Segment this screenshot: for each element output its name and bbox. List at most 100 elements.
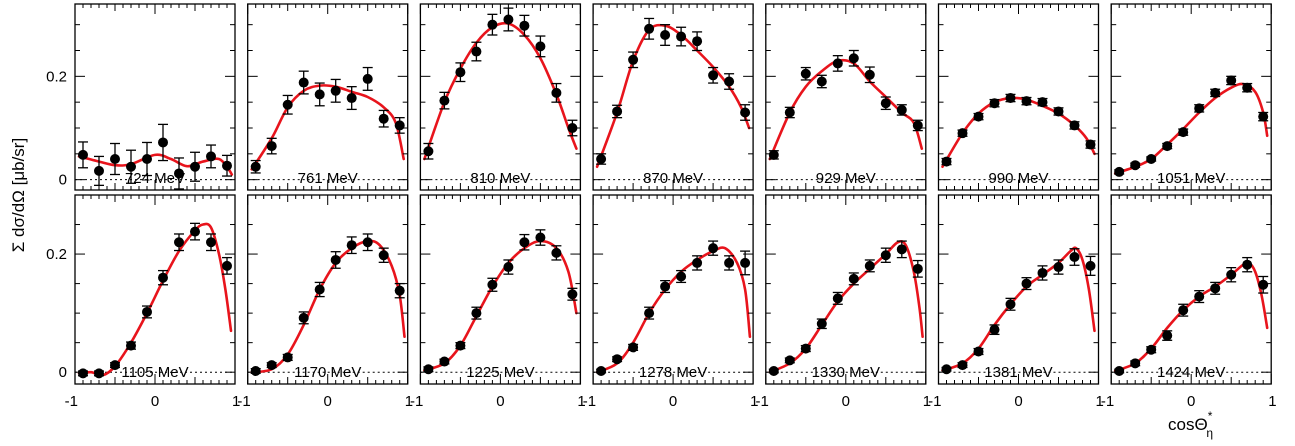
data-point bbox=[222, 160, 232, 171]
panel-energy-label: 1278 MeV bbox=[639, 364, 707, 381]
y-tick-label: 0.2 bbox=[46, 246, 67, 263]
data-point bbox=[1258, 279, 1269, 290]
data-point bbox=[190, 161, 200, 172]
data-point bbox=[1162, 330, 1173, 341]
panel-grid: 0 0.2 724 MeV 761 MeV 810 MeV 870 MeV 929 MeV 9… bbox=[46, 3, 1277, 410]
data-point bbox=[206, 151, 216, 162]
data-point bbox=[708, 70, 719, 81]
panel-761-mev: 761 MeV bbox=[247, 3, 409, 191]
data-point bbox=[551, 87, 562, 98]
x-tick-label: 0 bbox=[151, 393, 159, 410]
fit-curve bbox=[77, 222, 233, 377]
data-point bbox=[423, 146, 434, 157]
panel-energy-label: 929 MeV bbox=[816, 170, 876, 187]
data-point bbox=[1037, 97, 1048, 108]
x-tick-label: -1 bbox=[583, 393, 596, 410]
data-point bbox=[832, 293, 843, 304]
data-point bbox=[330, 254, 341, 265]
data-point bbox=[692, 36, 703, 47]
data-point bbox=[1210, 283, 1221, 294]
panel-frame bbox=[74, 194, 236, 385]
data-point bbox=[1210, 87, 1221, 98]
panel-energy-label: 1381 MeV bbox=[984, 364, 1052, 381]
data-point bbox=[1242, 259, 1253, 270]
data-point bbox=[660, 30, 671, 40]
data-point bbox=[973, 346, 984, 357]
x-tick-label: 1 bbox=[1096, 393, 1104, 410]
data-point bbox=[535, 41, 546, 52]
data-point bbox=[567, 289, 578, 300]
data-point bbox=[768, 149, 779, 160]
panel-810-mev: 810 MeV bbox=[419, 3, 582, 191]
data-point bbox=[941, 364, 952, 375]
data-point bbox=[864, 260, 875, 271]
data-point bbox=[848, 53, 859, 64]
data-point bbox=[1130, 160, 1141, 171]
panel-1278-mev: -1 0 1 1278 MeV bbox=[583, 194, 758, 410]
data-point bbox=[989, 324, 1000, 335]
data-point bbox=[644, 23, 655, 34]
panel-energy-label: 1051 MeV bbox=[1157, 170, 1225, 187]
data-point bbox=[1242, 82, 1253, 93]
panel-frame bbox=[419, 194, 582, 385]
data-point bbox=[941, 156, 952, 167]
panel-1225-mev: -1 0 1 1225 MeV bbox=[410, 194, 586, 410]
x-tick-label: 1 bbox=[750, 393, 758, 410]
data-point bbox=[724, 76, 735, 87]
panel-energy-label: 1170 MeV bbox=[294, 364, 361, 381]
data-point bbox=[250, 366, 261, 377]
data-point bbox=[314, 284, 325, 295]
panel-1105-mev: 0 0.2 -1 0 1 1105 MeV bbox=[46, 194, 240, 410]
data-point bbox=[439, 95, 450, 106]
x-tick-label: 0 bbox=[324, 393, 332, 410]
data-point bbox=[519, 237, 530, 248]
data-point bbox=[126, 340, 136, 351]
data-point bbox=[784, 355, 795, 366]
data-point bbox=[487, 279, 498, 290]
fit-curve bbox=[77, 153, 234, 176]
data-point bbox=[266, 360, 277, 371]
data-point bbox=[596, 366, 607, 377]
data-point bbox=[174, 237, 184, 248]
data-point bbox=[78, 368, 88, 379]
fit-curve bbox=[768, 239, 924, 374]
data-point bbox=[612, 106, 623, 117]
data-point bbox=[142, 154, 152, 164]
panel-990-mev: 990 MeV bbox=[937, 3, 1100, 191]
panel-energy-label: 724 MeV bbox=[125, 170, 185, 187]
data-point bbox=[1162, 141, 1173, 152]
data-point bbox=[740, 107, 751, 118]
data-point bbox=[551, 247, 562, 258]
x-tick-label: 0 bbox=[496, 393, 504, 410]
panel-frame bbox=[247, 3, 409, 191]
data-point bbox=[346, 93, 357, 104]
fit-curve bbox=[595, 23, 751, 169]
data-point bbox=[957, 128, 968, 139]
data-point bbox=[1114, 366, 1125, 377]
data-point bbox=[1146, 154, 1157, 164]
data-point bbox=[724, 257, 735, 268]
data-point bbox=[596, 154, 607, 164]
data-point bbox=[880, 250, 891, 261]
data-point bbox=[567, 123, 578, 133]
data-point bbox=[1005, 299, 1016, 310]
x-tick-label: 1 bbox=[1268, 393, 1276, 410]
y-tick-label: 0 bbox=[59, 172, 67, 189]
data-point bbox=[832, 58, 843, 69]
data-point bbox=[912, 263, 923, 274]
data-point bbox=[1130, 358, 1141, 369]
data-point bbox=[362, 237, 373, 248]
data-point bbox=[784, 107, 795, 118]
fit-curve bbox=[1113, 261, 1269, 373]
x-tick-label: 1 bbox=[923, 393, 931, 410]
data-point bbox=[800, 68, 811, 79]
data-point bbox=[394, 285, 405, 296]
data-point bbox=[471, 46, 482, 57]
data-point bbox=[1053, 262, 1064, 273]
data-point bbox=[1258, 111, 1269, 122]
x-tick-label: 0 bbox=[842, 393, 850, 410]
data-point bbox=[439, 356, 450, 367]
x-tick-label: 0 bbox=[1014, 393, 1022, 410]
y-axis-title: Σ dσ/dΩ [μb/sr] bbox=[9, 138, 28, 252]
x-tick-label: 1 bbox=[405, 393, 413, 410]
